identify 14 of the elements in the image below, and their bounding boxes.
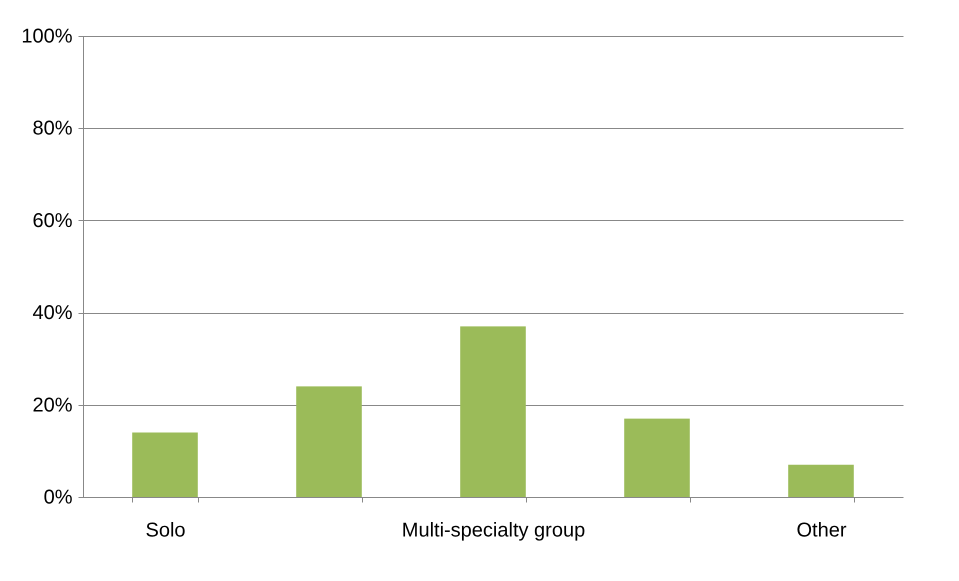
y-tick-label: 60% <box>32 210 73 232</box>
x-tick-label: Multi-specialty group <box>402 520 586 542</box>
bar <box>296 386 362 497</box>
bar <box>460 326 526 497</box>
bar <box>788 464 854 497</box>
y-tick-label: 100% <box>21 26 73 48</box>
y-tick-label: 0% <box>44 486 73 508</box>
y-tick-label: 40% <box>32 302 73 324</box>
bar <box>624 418 690 497</box>
y-tick-label: 80% <box>32 118 73 140</box>
x-tick-label: Other <box>796 520 847 542</box>
y-tick-label: 20% <box>32 394 73 416</box>
x-tick-label: Solo <box>145 520 186 542</box>
bar <box>132 432 198 497</box>
